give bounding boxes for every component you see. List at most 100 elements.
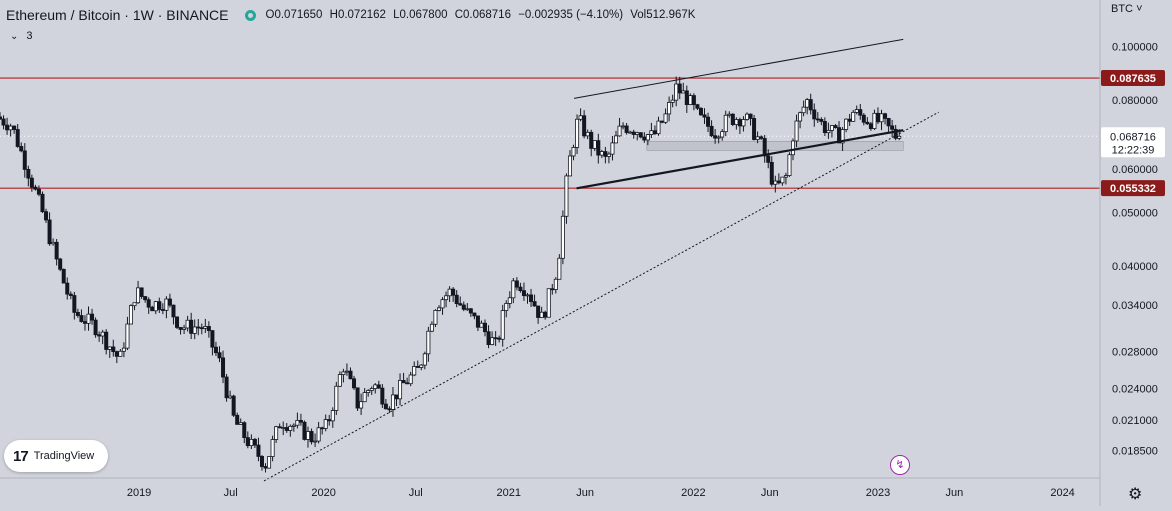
- candle-body: [58, 258, 63, 270]
- candle-body: [759, 136, 764, 139]
- candle-body: [713, 135, 718, 139]
- candle-body: [376, 384, 381, 389]
- candle-body: [829, 125, 834, 131]
- candle-body: [242, 422, 247, 438]
- visibility-eye-icon[interactable]: [244, 9, 256, 21]
- candle-body: [277, 426, 282, 429]
- candle-body: [235, 414, 240, 425]
- zone-rectangle[interactable]: [646, 140, 904, 151]
- candle-body: [164, 298, 169, 311]
- candle-body: [263, 466, 268, 469]
- candle-body: [387, 408, 392, 411]
- candle-body: [419, 364, 424, 368]
- candle-body: [886, 118, 891, 127]
- candle-body: [203, 326, 208, 329]
- candle-body: [118, 350, 123, 357]
- trendline-thin[interactable]: [573, 38, 904, 99]
- candle-body: [681, 90, 686, 94]
- candle-body: [1, 118, 6, 126]
- gear-icon[interactable]: ⚙: [1128, 486, 1143, 503]
- candle-body: [394, 394, 399, 400]
- bar-countdown-label: 12:22:39: [1112, 144, 1155, 156]
- candle-body: [826, 129, 831, 134]
- candle-body: [706, 116, 711, 127]
- candle-body: [550, 288, 555, 291]
- currency-button[interactable]: BTC ˅: [1111, 3, 1143, 15]
- candle-body: [210, 330, 215, 348]
- candle-body: [270, 439, 275, 457]
- candle-body: [716, 136, 721, 139]
- trendline-bold[interactable]: [576, 129, 904, 190]
- symbol-title[interactable]: Ethereum / Bitcoin · 1W · BINANCE: [6, 7, 229, 23]
- candle-body: [447, 288, 452, 297]
- candle-body: [320, 427, 325, 430]
- candle-body: [631, 131, 636, 135]
- candle-body: [744, 113, 749, 120]
- flash-icon[interactable]: ↯: [890, 455, 910, 475]
- indicators-toggle[interactable]: ⌄ 3: [10, 30, 33, 42]
- candle-body: [429, 323, 434, 332]
- tradingview-logo[interactable]: 17 TradingView: [4, 440, 108, 472]
- candle-body: [189, 319, 194, 334]
- candle-body: [553, 278, 558, 290]
- zones-layer: [646, 140, 904, 151]
- candle-body: [483, 322, 488, 333]
- level-price-badge[interactable]: [1101, 70, 1165, 87]
- candle-body: [688, 95, 693, 106]
- candle-body: [614, 135, 619, 144]
- candle-body: [341, 371, 346, 375]
- tradingview-mark-icon: 17: [13, 447, 29, 465]
- candle-body: [415, 366, 420, 368]
- candle-body: [298, 420, 303, 423]
- time-tick-label: Jun: [761, 487, 779, 499]
- candle-body: [610, 142, 615, 155]
- candle-body: [642, 136, 647, 141]
- candle-body: [564, 175, 569, 217]
- candle-body: [121, 347, 126, 352]
- candle-body: [224, 376, 229, 399]
- candle-body: [844, 118, 849, 130]
- candle-body: [146, 299, 151, 308]
- candle-body: [167, 298, 172, 306]
- candle-body: [543, 311, 548, 318]
- current-price-badge[interactable]: [1101, 127, 1165, 158]
- candle-body: [805, 99, 810, 108]
- level-price-badge[interactable]: [1101, 180, 1165, 197]
- candle-body: [114, 351, 119, 357]
- candle-body: [93, 319, 98, 336]
- candle-body: [54, 241, 59, 260]
- candle-body: [390, 394, 395, 410]
- candle-body: [33, 186, 38, 190]
- candle-body: [536, 305, 541, 318]
- candle-body: [22, 150, 27, 170]
- candle-body: [178, 327, 183, 330]
- candle-body: [652, 130, 657, 135]
- candle-body: [865, 121, 870, 125]
- chart-header: Ethereum / Bitcoin · 1W · BINANCE O0.071…: [6, 6, 699, 24]
- candle-body: [65, 282, 70, 295]
- candle-body: [497, 337, 502, 340]
- candle-body: [674, 83, 679, 101]
- candle-body: [649, 130, 654, 135]
- candle-body: [327, 419, 332, 422]
- candle-body: [546, 288, 551, 318]
- candle-body: [582, 115, 587, 137]
- candle-body: [309, 431, 314, 443]
- candle-body: [196, 326, 201, 329]
- candle-body: [486, 331, 491, 345]
- trendlines-layer: [263, 38, 939, 482]
- candle-body: [557, 257, 562, 280]
- candle-body: [97, 334, 102, 337]
- candle-body: [730, 113, 735, 125]
- candle-body: [833, 125, 838, 129]
- candle-body: [769, 161, 774, 185]
- candle-body: [344, 370, 349, 373]
- candle-body: [575, 118, 580, 148]
- candle-body: [890, 125, 895, 130]
- candle-body: [851, 111, 856, 122]
- candle-body: [51, 241, 56, 245]
- trendline-dotted[interactable]: [263, 111, 939, 482]
